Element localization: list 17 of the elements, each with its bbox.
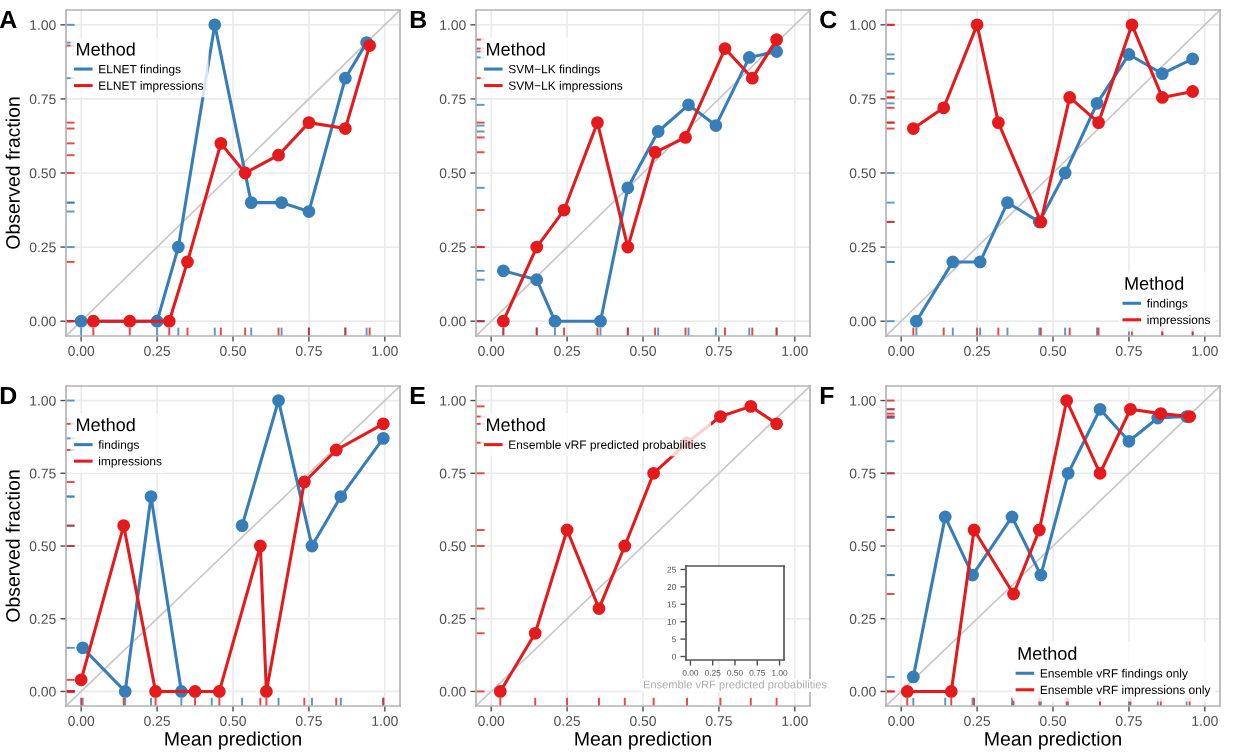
legend-title: Method	[1018, 646, 1077, 660]
x-axis-title: Mean prediction	[165, 731, 301, 750]
chart-title: B	[410, 10, 427, 29]
legend-title: Method	[77, 42, 135, 56]
chart-title: D	[0, 386, 17, 405]
chart-title: C	[820, 10, 837, 29]
y-axis-title: Observed fraction	[5, 97, 20, 249]
legend-title: Method	[487, 417, 545, 432]
x-axis-title: Mean prediction	[985, 731, 1121, 750]
chart-title: F	[820, 386, 834, 405]
chart-title: A	[0, 10, 17, 29]
legend-title: Method	[77, 417, 135, 432]
legend-title: Method	[1125, 276, 1184, 290]
chart-title: E	[410, 386, 425, 405]
x-axis-title: Mean prediction	[575, 731, 711, 750]
y-axis-title: Observed fraction	[5, 470, 20, 622]
legend-title: Method	[487, 42, 545, 56]
